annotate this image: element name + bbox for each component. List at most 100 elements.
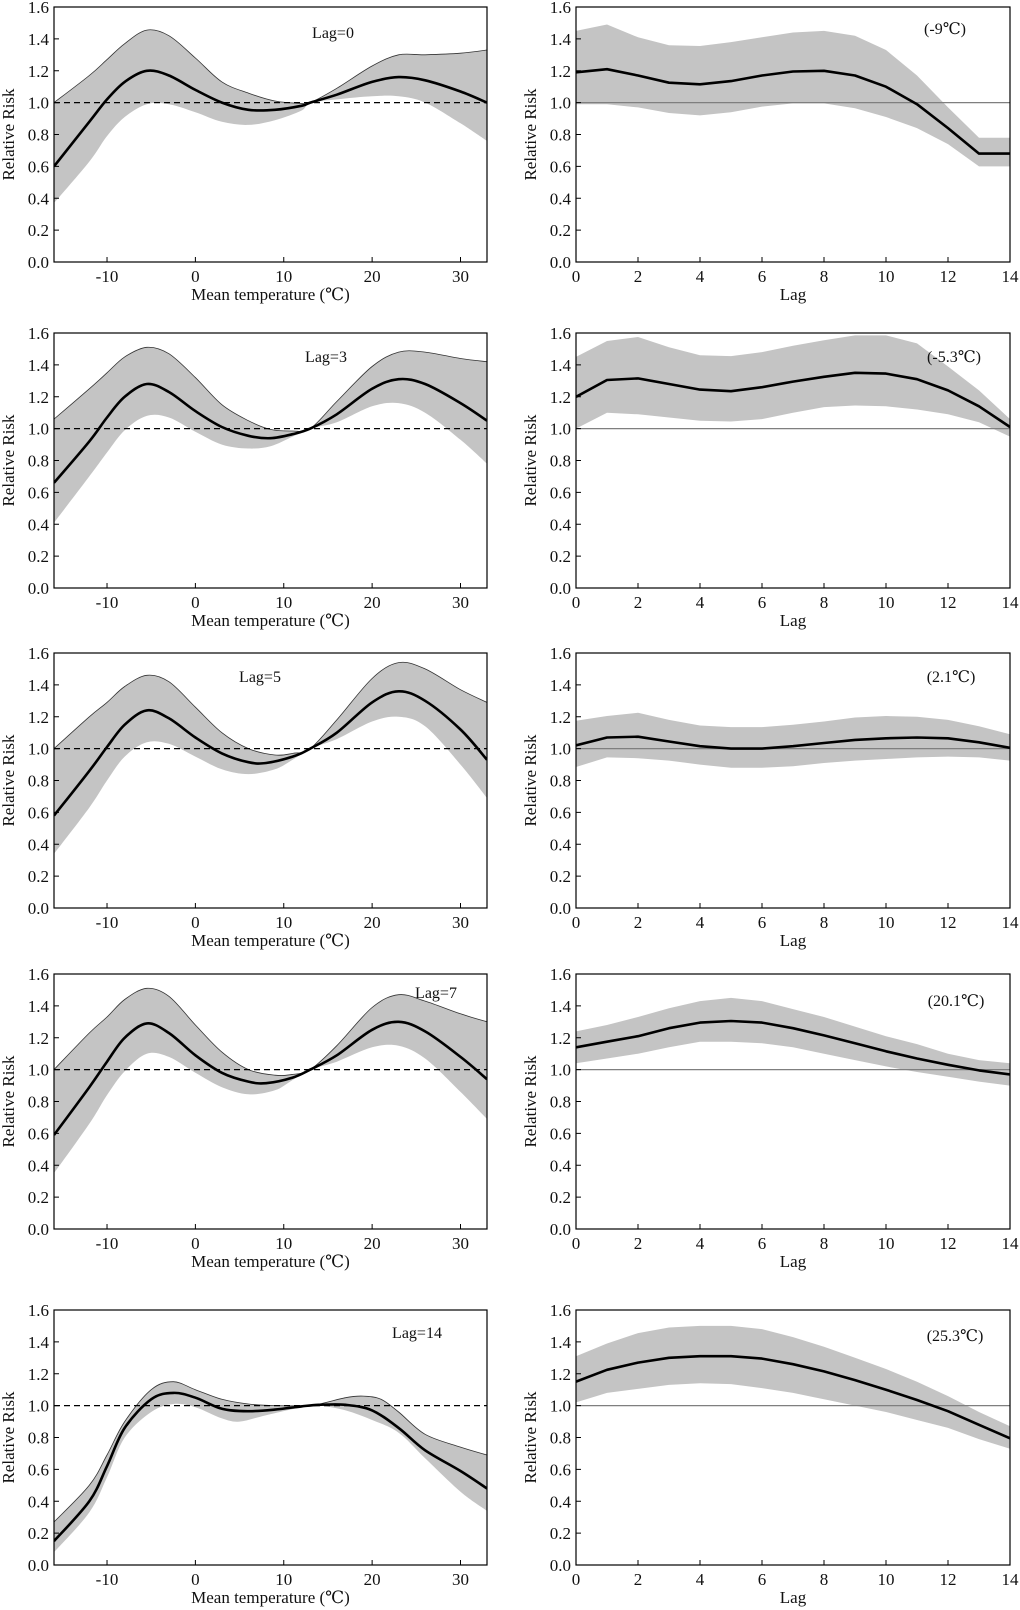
y-tick-label: 0.8 [550,772,571,791]
panel-3: 0.0 0.2 0.4 0.6 0.8 1.0 1.2 1.4 1.6 -10 0 10 20 30 Mea… [0,324,488,630]
x-tick-label: 4 [696,267,705,286]
y-tick-label: 1.2 [28,1365,49,1384]
confidence-band [576,712,1010,768]
y-tick-label: 0.0 [550,253,571,272]
x-tick-label: -10 [96,593,119,612]
x-axis-label: Mean temperature (℃) [191,1588,350,1607]
confidence-band [54,662,487,854]
axes-frame [53,6,488,263]
confidence-band [54,347,487,523]
panel-4: 0.0 0.2 0.4 0.6 0.8 1.0 1.2 1.4 1.6 0 2 4 6 8 10 12 14 La… [521,324,1019,630]
x-axis-label: Lag [780,611,807,630]
y-tick-label: 0.2 [28,1524,49,1543]
y-tick-label: 1.2 [550,1029,571,1048]
panel-annotation: Lag=7 [415,985,457,1002]
y-tick-label: 0.4 [28,1492,50,1511]
y-tick-label: 0.6 [550,803,571,822]
x-tick-label: 14 [1002,267,1020,286]
y-tick-label: 0.2 [550,547,571,566]
panel-annotation: Lag=14 [392,1325,442,1342]
y-tick-label: 1.6 [28,324,49,343]
y-tick-label: 0.2 [28,547,49,566]
x-tick-label: 20 [364,1570,381,1589]
y-tick-label: 0.4 [28,189,50,208]
y-tick-label: 0.8 [550,452,571,471]
panel-annotation: (-5.3℃) [927,349,981,366]
x-tick-label: 10 [275,1570,292,1589]
x-axis-label: Mean temperature (℃) [191,931,350,950]
x-tick-label: 20 [364,593,381,612]
y-tick-label: 1.2 [28,1029,49,1048]
x-tick-label: -10 [96,913,119,932]
y-tick-label: 1.6 [28,965,49,984]
confidence-band [576,997,1010,1086]
plot-area [54,29,487,203]
x-tick-label: 0 [191,593,200,612]
x-tick-label: 12 [940,913,957,932]
y-tick-label: 0.0 [550,579,571,598]
estimate-line [576,371,1010,429]
x-tick-label: 4 [696,1234,705,1253]
estimate-line [54,1020,487,1136]
y-tick-label: 1.2 [28,388,49,407]
panel-annotation: (-9℃) [924,21,966,38]
plot-area [54,1381,487,1553]
x-tick-label: 0 [191,1234,200,1253]
y-tick-label: 0.0 [28,579,49,598]
y-tick-label: 1.2 [550,1365,571,1384]
y-tick-label: 0.8 [550,1093,571,1112]
x-tick-label: 0 [572,1234,581,1253]
estimate-line [576,1354,1010,1440]
panel-8: 0.0 0.2 0.4 0.6 0.8 1.0 1.2 1.4 1.6 0 2 4 6 8 10 12 14 La… [521,965,1019,1271]
x-tick-label: 10 [275,1234,292,1253]
y-tick-label: 1.4 [550,997,572,1016]
x-tick-label: 8 [820,267,829,286]
y-tick-label: 1.2 [550,388,571,407]
x-tick-label: 6 [758,1570,767,1589]
y-tick-label: 1.2 [550,708,571,727]
x-axis-label: Lag [780,1252,807,1271]
x-tick-label: 14 [1002,1234,1020,1253]
y-tick-label: 0.6 [28,803,49,822]
y-tick-label: 0.8 [28,452,49,471]
x-tick-label: 12 [940,1570,957,1589]
x-axis-label: Lag [780,1588,807,1607]
y-tick-label: 0.2 [28,1188,49,1207]
x-tick-label: 10 [878,593,895,612]
y-tick-label: 0.4 [550,515,572,534]
y-tick-label: 1.4 [550,356,572,375]
x-tick-label: 10 [878,1234,895,1253]
y-tick-label: 0.8 [28,772,49,791]
plot-area [576,712,1010,768]
panel-7: 0.0 0.2 0.4 0.6 0.8 1.0 1.2 1.4 1.6 -10 0 10 20 30 Mea… [0,965,488,1271]
x-tick-label: 10 [275,913,292,932]
plot-area [54,987,487,1174]
x-tick-label: 2 [634,593,643,612]
x-axis-label: Lag [780,285,807,304]
panel-9: 0.0 0.2 0.4 0.6 0.8 1.0 1.2 1.4 1.6 -10 0 10 20 30 Mea… [0,1301,488,1607]
x-tick-label: 6 [758,593,767,612]
y-tick-label: 0.2 [550,1524,571,1543]
x-tick-label: 12 [940,593,957,612]
y-tick-label: 0.2 [28,867,49,886]
y-tick-label: 1.6 [28,0,49,17]
y-tick-label: 1.6 [550,324,571,343]
y-tick-label: 0.4 [550,1492,572,1511]
x-tick-label: 30 [452,1570,469,1589]
confidence-band [576,335,1010,437]
x-tick-label: 6 [758,267,767,286]
y-tick-label: 1.0 [28,740,49,759]
y-tick-label: 0.6 [28,483,49,502]
plot-area [576,1325,1010,1449]
upper-bound-line [54,987,487,1076]
estimate-line [54,69,487,168]
plot-area [576,997,1010,1086]
y-tick-label: 0.2 [550,221,571,240]
x-tick-label: 0 [191,913,200,932]
y-axis-label: Relative Risk [0,1055,18,1148]
estimate-line [54,1391,487,1542]
y-axis-label: Relative Risk [521,1391,540,1484]
confidence-band [54,988,487,1174]
x-tick-label: 10 [878,1570,895,1589]
confidence-band [54,29,487,203]
